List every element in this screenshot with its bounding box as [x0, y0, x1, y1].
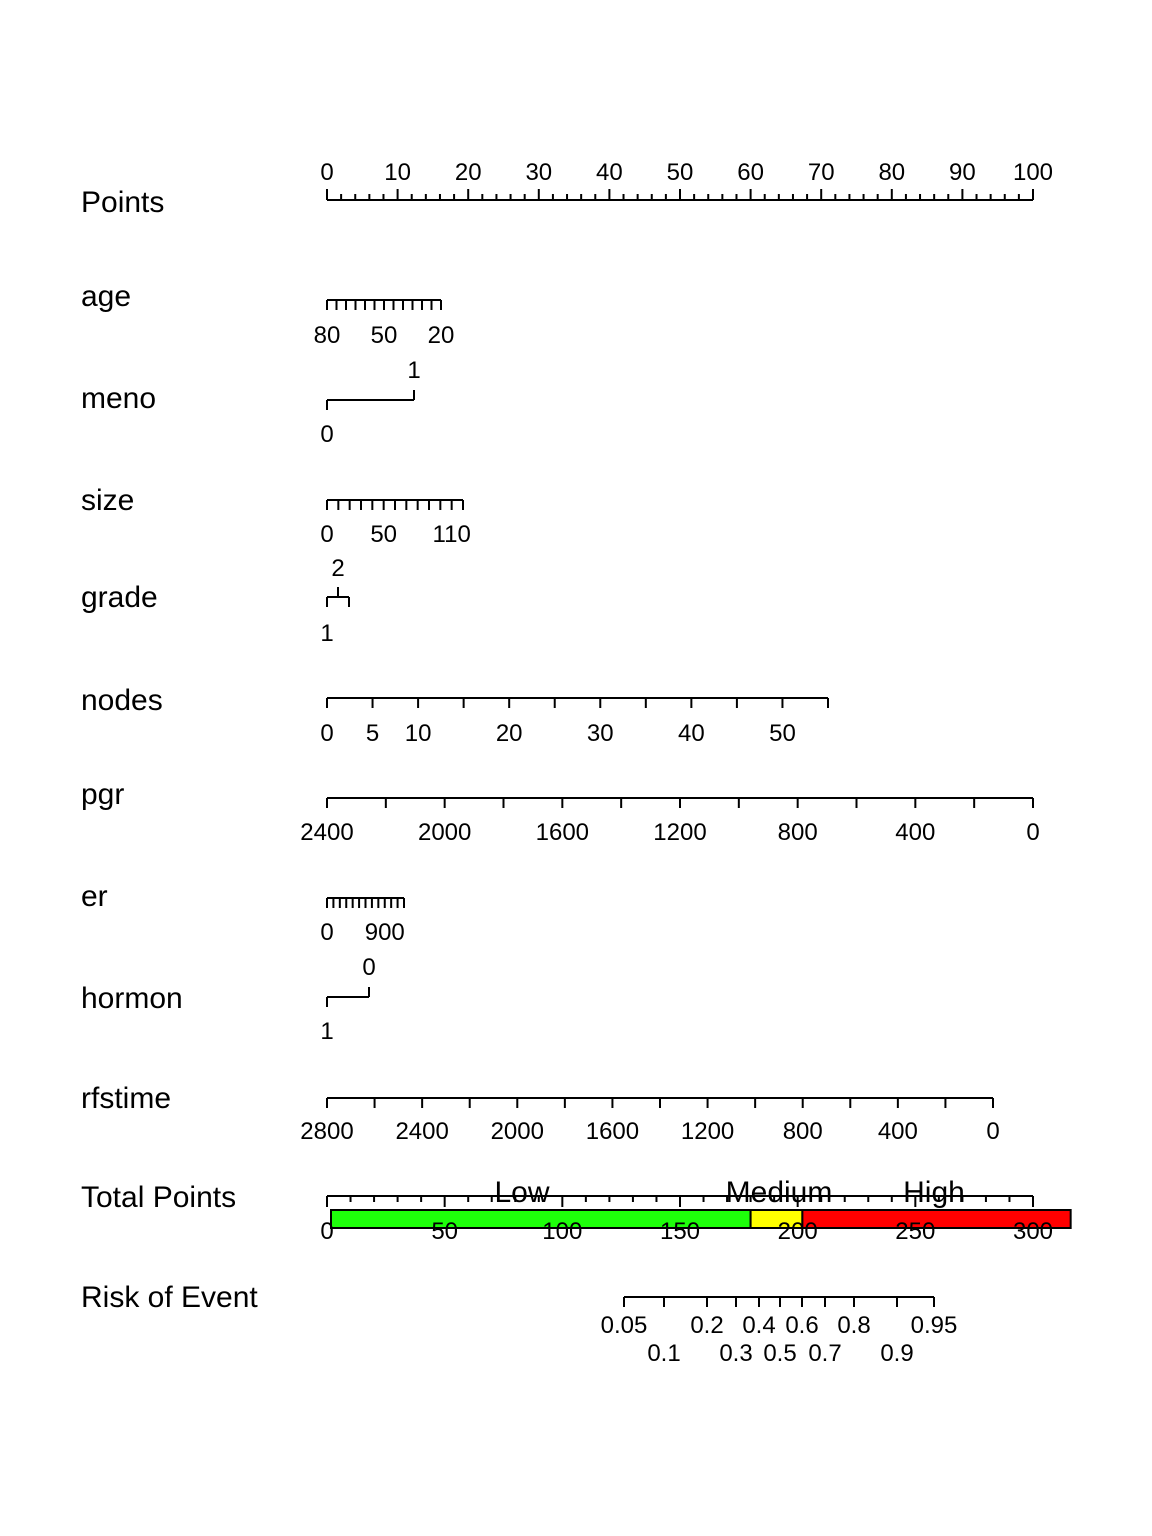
tick-label-rfstime: 800 [783, 1118, 823, 1145]
row-label-risk-of-event: Risk of Event [81, 1281, 258, 1314]
tick-label-rfstime: 0 [986, 1118, 999, 1145]
tick-label-rfstime: 2400 [395, 1118, 448, 1145]
tick-label-points: 50 [667, 159, 694, 186]
tick-label-rfstime: 1600 [586, 1118, 639, 1145]
tick-label-nodes: 40 [678, 720, 705, 747]
row-label-size: size [81, 484, 134, 517]
row-label-points: Points [81, 186, 164, 219]
tick-label-total-points: 250 [895, 1218, 935, 1245]
tick-label-rfstime: 2800 [300, 1118, 353, 1145]
tick-label-total-points: 100 [542, 1218, 582, 1245]
tick-label-total-points: 200 [778, 1218, 818, 1245]
tick-label-nodes: 10 [405, 720, 432, 747]
tick-label-rfstime: 2000 [491, 1118, 544, 1145]
tick-label-grade: 2 [331, 555, 344, 582]
tick-label-pgr: 1200 [653, 819, 706, 846]
row-label-grade: grade [81, 581, 158, 614]
tick-label-risk-of-event: 0.2 [690, 1312, 723, 1339]
tick-label-grade: 1 [320, 620, 333, 647]
tick-label-age: 50 [371, 322, 398, 349]
row-label-hormon: hormon [81, 982, 183, 1015]
tick-label-hormon: 0 [362, 954, 375, 981]
risk-group-label-high: High [903, 1176, 965, 1209]
tick-label-nodes: 5 [366, 720, 379, 747]
row-label-er: er [81, 880, 108, 913]
tick-label-pgr: 800 [778, 819, 818, 846]
tick-label-points: 70 [808, 159, 835, 186]
tick-label-nodes: 0 [320, 720, 333, 747]
tick-label-meno: 1 [407, 357, 420, 384]
row-label-rfstime: rfstime [81, 1082, 171, 1115]
tick-label-pgr: 0 [1026, 819, 1039, 846]
tick-label-points: 30 [525, 159, 552, 186]
tick-label-size: 110 [433, 521, 471, 548]
tick-label-total-points: 150 [660, 1218, 700, 1245]
tick-label-size: 50 [370, 521, 397, 548]
tick-label-risk-of-event: 0.8 [837, 1312, 870, 1339]
tick-label-points: 40 [596, 159, 623, 186]
tick-label-rfstime: 400 [878, 1118, 918, 1145]
tick-label-risk-of-event: 0.4 [742, 1312, 775, 1339]
tick-label-total-points: 300 [1013, 1218, 1053, 1245]
tick-label-risk-of-event: 0.9 [880, 1340, 913, 1367]
tick-label-pgr: 1600 [536, 819, 589, 846]
row-label-age: age [81, 280, 131, 313]
tick-label-total-points: 50 [431, 1218, 458, 1245]
tick-label-points: 0 [320, 159, 333, 186]
tick-label-pgr: 400 [895, 819, 935, 846]
tick-label-points: 100 [1013, 159, 1053, 186]
tick-label-points: 80 [878, 159, 905, 186]
tick-label-hormon: 1 [320, 1018, 333, 1045]
tick-label-nodes: 30 [587, 720, 614, 747]
tick-label-er: 0 [320, 919, 333, 946]
tick-label-points: 20 [455, 159, 482, 186]
tick-label-er: 900 [365, 919, 405, 946]
tick-label-risk-of-event: 0.3 [719, 1340, 752, 1367]
risk-group-label-medium: Medium [726, 1176, 833, 1209]
risk-group-label-low: Low [494, 1176, 549, 1209]
tick-label-points: 10 [384, 159, 411, 186]
tick-label-risk-of-event: 0.05 [601, 1312, 648, 1339]
tick-label-risk-of-event: 0.95 [911, 1312, 958, 1339]
tick-label-points: 60 [737, 159, 764, 186]
risk-group-bar-high [801, 1209, 1072, 1229]
tick-label-pgr: 2000 [418, 819, 471, 846]
tick-label-risk-of-event: 0.5 [763, 1340, 796, 1367]
row-label-total-points: Total Points [81, 1181, 236, 1214]
tick-label-rfstime: 1200 [681, 1118, 734, 1145]
tick-label-points: 90 [949, 159, 976, 186]
tick-label-meno: 0 [320, 421, 333, 448]
tick-label-nodes: 20 [496, 720, 523, 747]
tick-label-risk-of-event: 0.6 [785, 1312, 818, 1339]
row-label-pgr: pgr [81, 778, 124, 811]
tick-label-size: 0 [320, 521, 333, 548]
row-label-meno: meno [81, 382, 156, 415]
tick-label-risk-of-event: 0.1 [647, 1340, 680, 1367]
tick-label-age: 20 [428, 322, 455, 349]
tick-label-total-points: 0 [320, 1218, 333, 1245]
row-label-nodes: nodes [81, 684, 163, 717]
tick-label-nodes: 50 [769, 720, 796, 747]
tick-label-age: 80 [314, 322, 341, 349]
tick-label-pgr: 2400 [300, 819, 353, 846]
tick-label-risk-of-event: 0.7 [808, 1340, 841, 1367]
